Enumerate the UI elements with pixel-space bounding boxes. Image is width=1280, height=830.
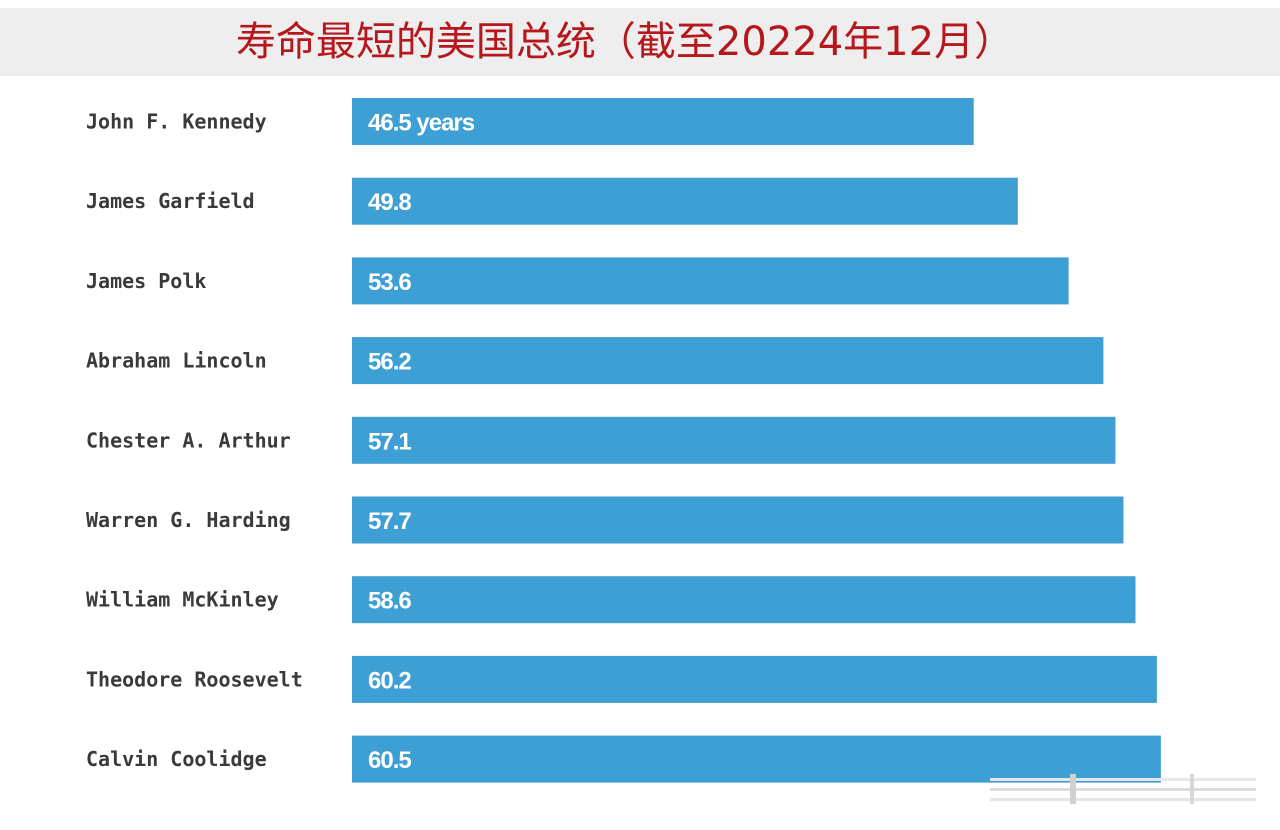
bar xyxy=(352,98,974,145)
value-label: 60.2 xyxy=(368,667,411,694)
bar-row: Abraham Lincoln 56.2 xyxy=(86,337,1104,385)
chart-title: 寿命最短的美国总统（截至20224年12月） xyxy=(235,19,1015,65)
value-label: 58.6 xyxy=(368,588,411,615)
bar-row: William McKinley 58.6 xyxy=(86,576,1136,624)
bar xyxy=(352,735,1161,783)
bar xyxy=(352,177,1018,225)
category-label: Abraham Lincoln xyxy=(86,349,267,373)
bar xyxy=(352,655,1157,703)
value-label: 60.5 xyxy=(368,747,411,774)
bar xyxy=(352,576,1136,624)
bar xyxy=(352,337,1104,385)
value-label: 57.1 xyxy=(368,428,411,455)
value-label: 57.7 xyxy=(368,508,411,535)
bar xyxy=(352,257,1069,305)
title-band: 寿命最短的美国总统（截至20224年12月） xyxy=(0,8,1280,76)
bar xyxy=(352,496,1124,544)
value-label: 56.2 xyxy=(368,349,411,376)
watermark-logo xyxy=(990,774,1256,804)
value-label: 49.8 xyxy=(368,189,411,216)
bar-row: James Garfield 49.8 xyxy=(86,177,1018,225)
bar-row: Chester A. Arthur 57.1 xyxy=(86,416,1116,464)
bar-row: Calvin Coolidge 60.5 xyxy=(86,735,1161,783)
category-label: Chester A. Arthur xyxy=(86,428,291,452)
category-label: James Polk xyxy=(86,269,206,293)
category-label: James Garfield xyxy=(86,189,255,213)
bar-row: John F. Kennedy 46.5 years xyxy=(86,98,974,145)
bar-row: Warren G. Harding 57.7 xyxy=(86,496,1124,544)
category-label: John F. Kennedy xyxy=(86,110,267,134)
bar-row: Theodore Roosevelt 60.2 xyxy=(86,655,1157,703)
bar xyxy=(352,416,1116,464)
category-label: Theodore Roosevelt xyxy=(86,667,303,691)
category-label: Warren G. Harding xyxy=(86,508,291,532)
category-label: William McKinley xyxy=(86,588,279,612)
category-label: Calvin Coolidge xyxy=(86,747,267,771)
value-label: 53.6 xyxy=(368,269,411,296)
bar-row: James Polk 53.6 xyxy=(86,257,1069,305)
value-label: 46.5 years xyxy=(368,110,475,137)
